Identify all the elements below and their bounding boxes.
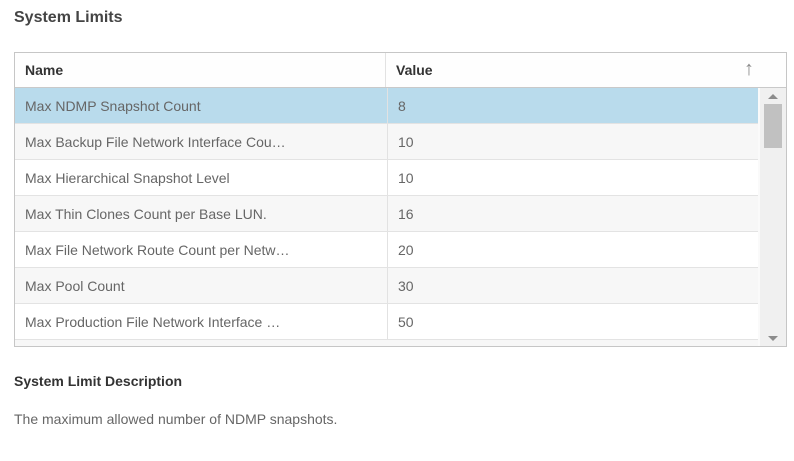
sort-ascending-arrow-icon[interactable]: ↑ — [744, 58, 754, 81]
row-value-cell: 8 — [387, 88, 758, 123]
row-value-cell: 10 — [387, 160, 758, 195]
row-value-cell: 20 — [387, 232, 758, 267]
row-name-cell: Max File Network Route Count per Netw… — [25, 241, 290, 258]
row-name-cell: Max Hierarchical Snapshot Level — [25, 169, 230, 186]
table-row[interactable]: Max Hierarchical Snapshot Level 10 — [15, 160, 758, 196]
row-value-cell: 50 — [387, 304, 758, 339]
description-heading: System Limit Description — [14, 373, 183, 389]
description-text: The maximum allowed number of NDMP snaps… — [14, 411, 338, 427]
table-row[interactable]: Max Pool Count 30 — [15, 268, 758, 304]
row-name-cell: Max Backup File Network Interface Cou… — [25, 133, 286, 150]
table-row[interactable]: Max File Network Route Count per Netw… 2… — [15, 232, 758, 268]
row-value-cell: 16 — [387, 196, 758, 231]
table-row[interactable]: Max Backup File Network Interface Cou… 1… — [15, 124, 758, 160]
scrollbar-up-arrow-icon[interactable] — [768, 94, 778, 99]
table-row[interactable]: Max Thin Clones Count per Base LUN. 16 — [15, 196, 758, 232]
table-header-row: Name Value ↑ — [15, 53, 786, 88]
system-limits-table: Name Value ↑ Max NDMP Snapshot Count 8 M… — [14, 52, 787, 347]
scrollbar-thumb[interactable] — [764, 104, 782, 148]
vertical-scrollbar[interactable] — [758, 88, 786, 346]
row-value-cell: 30 — [387, 268, 758, 303]
row-value-cell: 10 — [387, 124, 758, 159]
scrollbar-down-arrow-icon[interactable] — [768, 336, 778, 341]
table-row-partial[interactable] — [15, 340, 758, 346]
page-title: System Limits — [14, 9, 123, 26]
column-header-value[interactable]: Value — [385, 53, 786, 87]
row-name-cell: Max Pool Count — [25, 277, 125, 294]
row-name-cell: Max Production File Network Interface … — [25, 313, 281, 330]
table-body: Max NDMP Snapshot Count 8 Max Backup Fil… — [15, 88, 786, 346]
row-name-cell: Max Thin Clones Count per Base LUN. — [25, 205, 267, 222]
table-row[interactable]: Max NDMP Snapshot Count 8 — [15, 88, 758, 124]
table-row[interactable]: Max Production File Network Interface … … — [15, 304, 758, 340]
row-name-cell: Max NDMP Snapshot Count — [25, 97, 201, 114]
table-body-rows: Max NDMP Snapshot Count 8 Max Backup Fil… — [15, 88, 758, 346]
column-header-name[interactable]: Name — [25, 62, 64, 78]
